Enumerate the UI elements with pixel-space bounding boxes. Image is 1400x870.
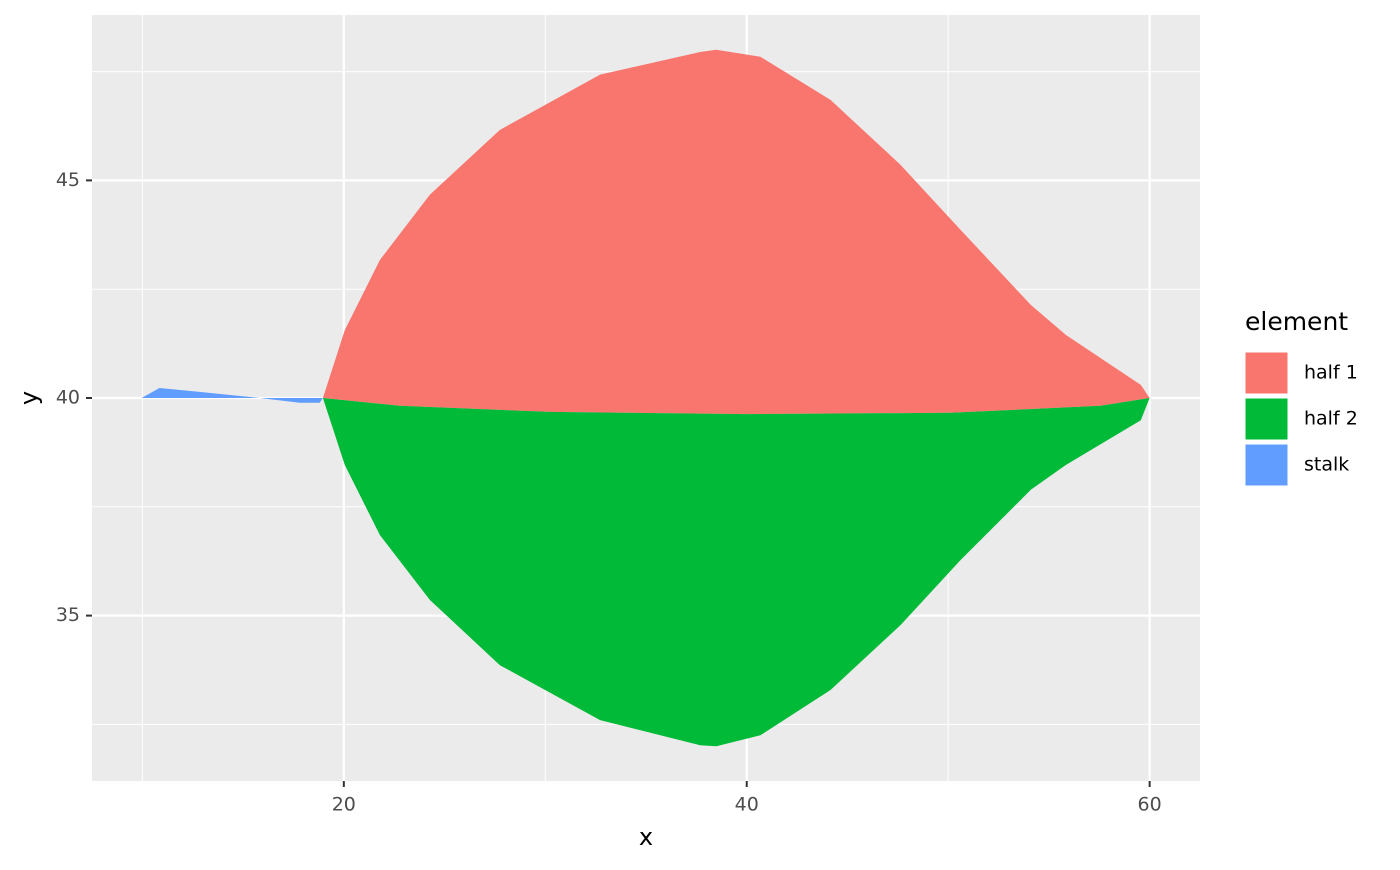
marks [141, 49, 1150, 747]
y-tick-label: 40 [56, 387, 80, 409]
y-axis-title: y [15, 391, 43, 405]
x-tick-label: 20 [332, 794, 356, 816]
polygon [322, 49, 1150, 415]
legend-key [1244, 397, 1289, 441]
x-tick-label: 60 [1138, 794, 1162, 816]
polygon [141, 388, 323, 403]
legend-label: half 2 [1304, 408, 1358, 430]
axes: 20 40 60 35 40 45 [56, 169, 1162, 816]
legend-key [1244, 443, 1289, 487]
x-tick-label: 40 [735, 794, 759, 816]
legend-label: half 1 [1304, 362, 1358, 384]
y-tick-label: 35 [56, 604, 80, 626]
polygon [322, 398, 1150, 747]
legend-title: element [1245, 307, 1348, 336]
legend-label: stalk [1304, 454, 1349, 476]
y-tick-label: 45 [56, 169, 80, 191]
legend: half 1 half 2 stalk [1244, 351, 1358, 487]
x-axis-title: x [639, 823, 653, 851]
legend-key [1244, 351, 1289, 395]
